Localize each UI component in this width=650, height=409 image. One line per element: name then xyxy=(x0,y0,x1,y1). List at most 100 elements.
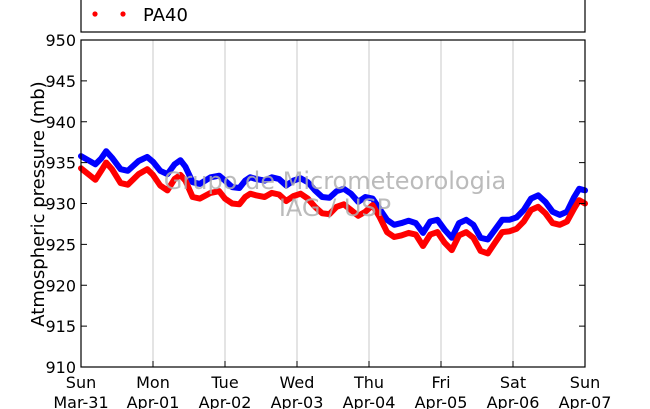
legend-label-pa40: PA40 xyxy=(143,5,188,26)
x-tick-date-2: Apr-02 xyxy=(199,393,252,409)
series-1-point-9 xyxy=(145,167,150,171)
series-1-point-50 xyxy=(435,230,440,234)
series-1-point-65 xyxy=(543,211,548,216)
series-0-point-34 xyxy=(320,195,325,199)
series-1-point-68 xyxy=(565,219,569,224)
series-0-point-41 xyxy=(370,196,375,201)
series-0-point-19 xyxy=(217,173,222,178)
series-1-point-51 xyxy=(442,240,447,245)
x-tick-day-0: Sun xyxy=(66,373,96,392)
y-tick-label-945: 945 xyxy=(45,72,76,91)
series-0-point-22 xyxy=(237,186,242,190)
series-1-point-10 xyxy=(151,173,155,177)
series-0-point-27 xyxy=(270,175,274,180)
series-1-point-25 xyxy=(254,193,258,198)
series-0-point-29 xyxy=(284,183,289,188)
plot-area xyxy=(81,40,585,367)
series-1-point-5 xyxy=(110,167,114,171)
x-tick-day-7: Sun xyxy=(570,373,600,392)
series-1-point-8 xyxy=(136,172,141,176)
series-0-point-58 xyxy=(493,227,497,232)
y-axis-label: Atmospheric pressure (mb) xyxy=(28,81,49,326)
series-0-point-11 xyxy=(158,169,162,173)
series-0-point-54 xyxy=(464,218,469,222)
series-0-point-13 xyxy=(172,162,177,167)
x-tick-date-0: Mar-31 xyxy=(53,393,108,409)
series-0-point-5 xyxy=(110,155,114,160)
series-1-point-39 xyxy=(356,213,361,218)
series-0-point-55 xyxy=(471,222,476,227)
series-1-point-41 xyxy=(370,203,375,207)
series-1-point-28 xyxy=(277,192,281,197)
series-0-point-66 xyxy=(550,209,555,214)
series-0-point-53 xyxy=(457,221,461,225)
x-tick-day-1: Mon xyxy=(136,373,170,392)
series-1-point-62 xyxy=(522,219,526,224)
series-1-point-69 xyxy=(572,206,576,211)
series-0-point-14 xyxy=(178,158,183,162)
x-axis: SunMar-31MonApr-01TueApr-02WedApr-03ThuA… xyxy=(53,361,611,409)
series-1-point-24 xyxy=(248,191,252,196)
series-1-point-26 xyxy=(262,195,267,199)
series-0-point-20 xyxy=(223,178,227,183)
legend-frame xyxy=(80,0,586,33)
series-1-point-20 xyxy=(223,196,227,201)
y-tick-label-910: 910 xyxy=(45,358,76,377)
series-1-point-6 xyxy=(118,181,123,185)
series-0-point-7 xyxy=(126,169,130,173)
series-1-point-70 xyxy=(577,198,582,203)
series-1-point-35 xyxy=(327,212,332,216)
x-tick-date-6: Apr-06 xyxy=(487,393,540,409)
series-0-point-44 xyxy=(392,222,397,227)
y-axis: 910 915 920 925 930 935 940 945 950 xyxy=(45,31,585,377)
series-0-point-45 xyxy=(399,221,404,225)
series-1-point-11 xyxy=(158,183,162,188)
series-0-point-57 xyxy=(486,237,490,242)
series-1-point-45 xyxy=(399,233,404,238)
series-0-point-17 xyxy=(198,182,202,186)
series-1-point-55 xyxy=(471,236,476,240)
series-1-point-59 xyxy=(500,230,505,234)
series-0-point-12 xyxy=(165,172,170,176)
series-0-point-70 xyxy=(577,186,582,191)
series-0-point-24 xyxy=(248,175,252,180)
series-0-point-26 xyxy=(262,178,267,183)
series-0-point-10 xyxy=(151,160,155,164)
series-1-point-49 xyxy=(428,232,433,237)
series-1-point-44 xyxy=(392,235,397,239)
x-tick-date-5: Apr-05 xyxy=(415,393,468,409)
series-1-point-33 xyxy=(313,204,317,209)
series-1-point-53 xyxy=(457,233,461,238)
series-1-point-36 xyxy=(334,204,339,209)
series-1-point-15 xyxy=(183,178,188,183)
series-1-point-52 xyxy=(450,248,454,252)
series-1-point-43 xyxy=(385,230,389,234)
series-0-point-30 xyxy=(291,178,296,183)
series-0-point-63 xyxy=(529,196,533,201)
series-1-point-1 xyxy=(86,172,90,176)
series-1-point-57 xyxy=(486,251,490,256)
series-1-point-13 xyxy=(172,177,177,181)
series-1-point-23 xyxy=(243,195,247,199)
y-tick-label-920: 920 xyxy=(45,276,76,295)
series-0-point-51 xyxy=(442,227,447,232)
series-0-point-56 xyxy=(478,236,483,240)
series-0-point-28 xyxy=(277,177,281,181)
series-1-point-12 xyxy=(165,188,170,193)
legend-dot-1 xyxy=(120,11,126,17)
series-1-point-34 xyxy=(320,211,325,216)
series-0-point-40 xyxy=(363,195,368,199)
series-1-point-42 xyxy=(378,215,382,220)
y-tick-label-930: 930 xyxy=(45,195,76,214)
series-0-point-46 xyxy=(406,218,411,223)
series-1-point-38 xyxy=(349,208,353,212)
series-0-point-69 xyxy=(572,195,576,199)
series-0-point-49 xyxy=(428,219,433,224)
series-0-point-38 xyxy=(349,191,353,196)
series-1-point-18 xyxy=(208,191,213,195)
vertical-gridlines xyxy=(152,40,514,367)
series-0-point-68 xyxy=(565,209,569,214)
legend-dot-0 xyxy=(92,11,98,17)
series-0-point-67 xyxy=(558,213,562,217)
